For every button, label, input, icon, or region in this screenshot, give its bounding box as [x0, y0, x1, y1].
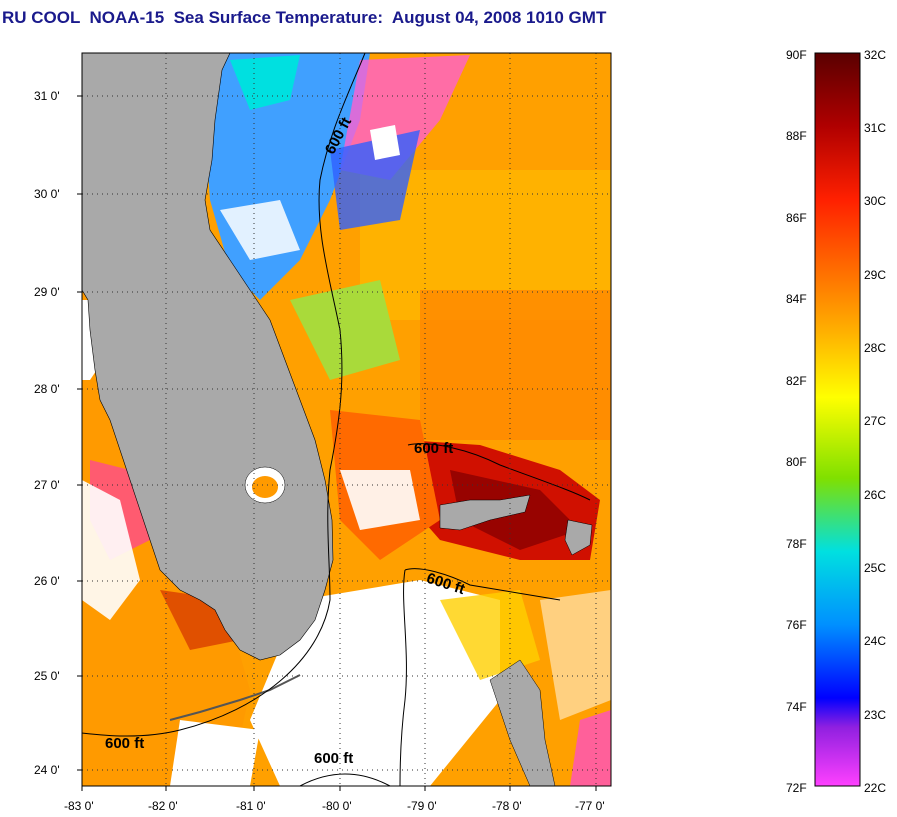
lon-label: -80 0': [322, 799, 352, 813]
colorbar-c-label: 23C: [864, 708, 886, 722]
colorbar-c-label: 22C: [864, 781, 886, 795]
florida-land: [82, 53, 334, 661]
colorbar-f-label: 88F: [786, 129, 807, 143]
lat-label: 26 0': [34, 574, 60, 588]
colorbar-f-label: 72F: [786, 781, 807, 795]
latitude-labels: 31 0' 30 0' 29 0' 28 0' 27 0' 26 0' 25 0…: [34, 89, 60, 777]
cloud-cover: [370, 125, 400, 160]
isobath-600ft: [299, 773, 391, 786]
isobath-600ft: [404, 568, 561, 601]
colorbar-f-label: 80F: [786, 455, 807, 469]
colorbar-c-label: 30C: [864, 194, 886, 208]
map-frame: [81, 52, 612, 787]
lat-label: 28 0': [34, 382, 60, 396]
lon-label: -79 0': [407, 799, 437, 813]
colorbar-fahrenheit-labels: 90F 88F 86F 84F 82F 80F 78F 76F 74F 72F: [786, 48, 807, 795]
andros-island: [489, 659, 556, 786]
colorbar-c-label: 28C: [864, 341, 886, 355]
colorbar-f-label: 82F: [786, 374, 807, 388]
cloud-cover: [250, 580, 500, 786]
map-area: [82, 53, 611, 786]
lon-label: -77 0': [575, 799, 605, 813]
lon-label: -78 0': [492, 799, 522, 813]
florida-keys: [169, 674, 301, 721]
warm-water-region: [440, 590, 540, 680]
lat-label: 30 0': [34, 187, 60, 201]
cloud-cover: [340, 470, 420, 530]
map-title: RU COOL NOAA-15 Sea Surface Temperature:…: [2, 8, 607, 27]
lake-okeechobee-water: [252, 476, 278, 498]
colorbar-c-label: 24C: [864, 634, 886, 648]
axis-ticks: [77, 95, 597, 791]
cloud-cover: [220, 200, 300, 260]
graticule: [82, 53, 611, 786]
lon-label: -81 0': [236, 799, 266, 813]
lat-label: 27 0': [34, 478, 60, 492]
lat-label: 31 0': [34, 89, 60, 103]
cloud-cover: [540, 590, 611, 720]
colorbar-f-label: 90F: [786, 48, 807, 62]
colorbar-c-label: 25C: [864, 561, 886, 575]
lat-label: 25 0': [34, 669, 60, 683]
abaco-island: [564, 519, 593, 556]
colorbar-celsius-labels: 32C 31C 30C 29C 28C 27C 26C 25C 24C 23C …: [864, 48, 886, 795]
mixed-water-region: [570, 710, 611, 786]
lat-label: 29 0': [34, 285, 60, 299]
colorbar-c-label: 26C: [864, 488, 886, 502]
colorbar-f-label: 76F: [786, 618, 807, 632]
colorbar-f-label: 78F: [786, 537, 807, 551]
contour-label: 600 ft: [414, 440, 453, 457]
lat-label: 24 0': [34, 763, 60, 777]
colorbar-f-label: 74F: [786, 700, 807, 714]
isobath-600ft: [407, 443, 591, 501]
isobath-600ft: [399, 569, 407, 786]
lon-label: -83 0': [64, 799, 94, 813]
colorbar-c-label: 27C: [864, 414, 886, 428]
contour-label: 600 ft: [105, 735, 144, 752]
colorbar-c-label: 29C: [864, 268, 886, 282]
colorbar-f-label: 86F: [786, 211, 807, 225]
contour-label: 600 ft: [314, 750, 353, 767]
temperature-colorbar: [814, 52, 861, 787]
mixed-water-region: [290, 280, 400, 380]
cloud-cover: [170, 720, 260, 786]
warm-water-band: [420, 290, 611, 440]
longitude-labels: -83 0' -82 0' -81 0' -80 0' -79 0' -78 0…: [64, 799, 605, 813]
lon-label: -82 0': [148, 799, 178, 813]
colorbar-f-label: 84F: [786, 292, 807, 306]
isobath-600ft: [82, 53, 366, 737]
colorbar-c-label: 32C: [864, 48, 886, 62]
grand-bahama-island: [439, 494, 531, 531]
cloud-cover: [82, 480, 140, 620]
colorbar-c-label: 31C: [864, 121, 886, 135]
